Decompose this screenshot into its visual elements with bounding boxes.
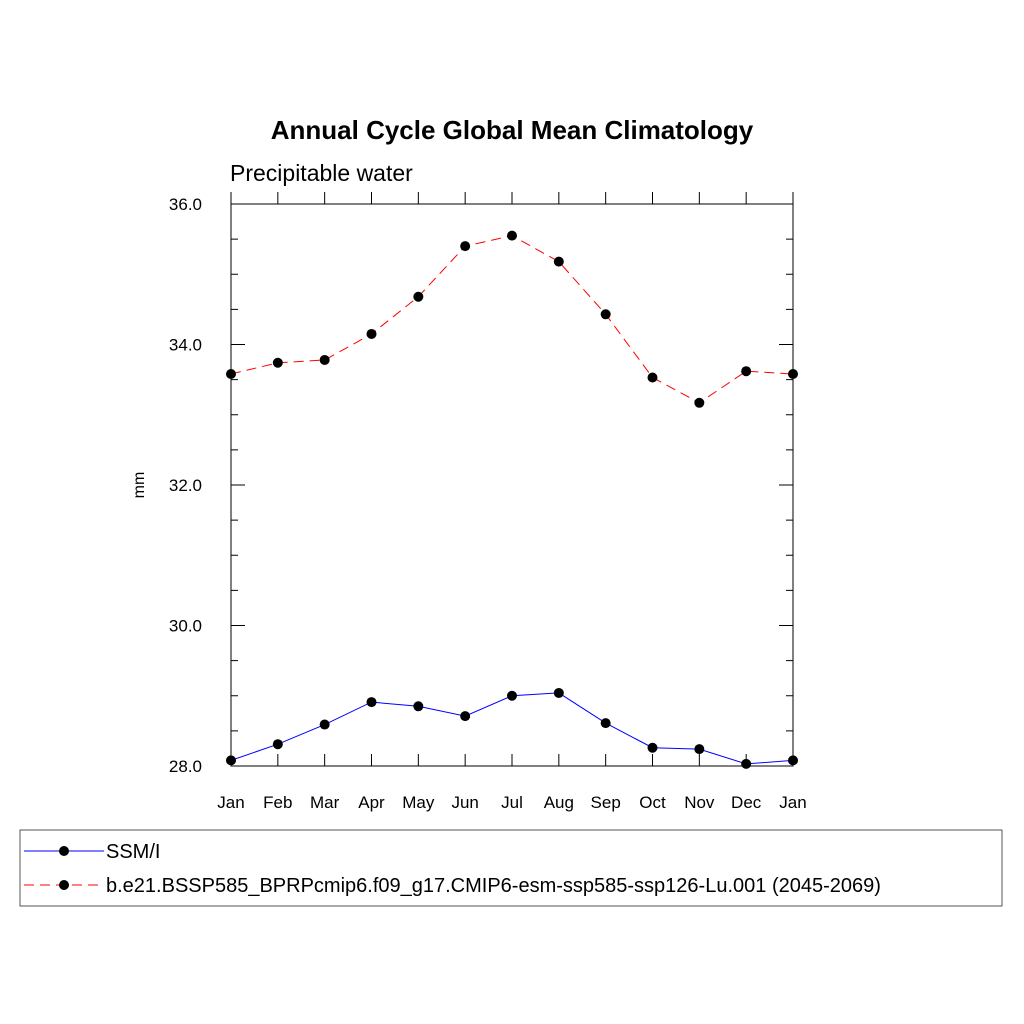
data-point-1 — [460, 241, 471, 252]
data-point-0 — [413, 701, 424, 712]
data-point-1 — [741, 366, 752, 377]
x-tick-label: Nov — [684, 793, 715, 812]
legend-label-ssmi: SSM/I — [106, 841, 160, 863]
y-tick-label: 30.0 — [169, 617, 202, 636]
legend-box — [19, 829, 1003, 907]
legend-marker-model — [59, 880, 69, 890]
axis-ticks: Jan Feb Mar Apr May Jun Jul Aug Sep Oct Nov Dec Jan 2… — [169, 192, 807, 812]
data-point-0 — [553, 687, 564, 698]
data-point-0 — [741, 758, 752, 769]
x-tick-label: Jul — [501, 793, 523, 812]
plot-frame — [230, 203, 794, 767]
chart-subtitle: Precipitable water — [230, 160, 413, 186]
data-point-0 — [319, 719, 330, 730]
x-tick-label: Feb — [263, 793, 292, 812]
data-point-0 — [647, 742, 658, 753]
data-point-0 — [272, 739, 283, 750]
data-point-0 — [507, 690, 517, 701]
data-point-1 — [413, 291, 424, 302]
data-point-1 — [366, 328, 377, 339]
data-point-1 — [507, 230, 517, 241]
data-point-1 — [319, 354, 330, 365]
data-point-1 — [600, 309, 611, 320]
chart-title: Annual Cycle Global Mean Climatology — [271, 115, 754, 145]
x-tick-label: Jun — [451, 793, 478, 812]
legend-label-model: b.e21.BSSP585_BPRPcmip6.f09_g17.CMIP6-es… — [106, 875, 881, 897]
data-point-1 — [272, 357, 283, 368]
data-point-0 — [600, 718, 611, 729]
y-tick-label: 36.0 — [169, 195, 202, 214]
y-tick-label: 28.0 — [169, 757, 202, 776]
series-line-0 — [230, 692, 794, 765]
data-point-0 — [366, 697, 377, 708]
legend-marker-ssmi — [59, 846, 69, 856]
x-tick-label: Aug — [544, 793, 574, 812]
y-axis-label: mm — [131, 472, 148, 499]
y-tick-label: 34.0 — [169, 336, 202, 355]
series-line-1 — [230, 235, 794, 404]
x-tick-label: Mar — [310, 793, 340, 812]
data-point-1 — [647, 372, 658, 383]
series-layer — [226, 230, 798, 769]
legend: SSM/I b.e21.BSSP585_BPRPcmip6.f09_g17.CM… — [19, 829, 1003, 907]
x-tick-label: Apr — [358, 793, 385, 812]
data-point-1 — [694, 397, 705, 408]
x-tick-label: Jan — [217, 793, 244, 812]
x-tick-label: Oct — [639, 793, 666, 812]
y-tick-label: 32.0 — [169, 476, 202, 495]
x-tick-label: Dec — [731, 793, 762, 812]
data-point-0 — [460, 711, 471, 722]
x-tick-label: May — [402, 793, 435, 812]
x-tick-label: Jan — [779, 793, 806, 812]
data-point-0 — [694, 744, 705, 755]
x-tick-label: Sep — [591, 793, 621, 812]
data-point-1 — [553, 256, 564, 267]
